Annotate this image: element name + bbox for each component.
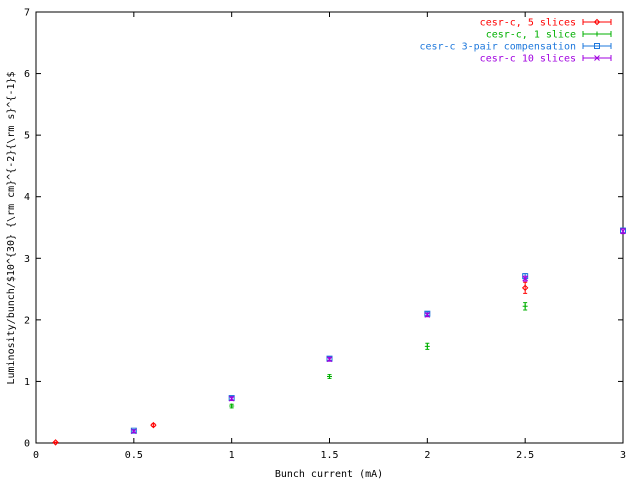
legend-label: cesr-c 3-pair compensation xyxy=(419,42,576,53)
x-tick-label: 1 xyxy=(229,450,235,461)
data-layer xyxy=(52,227,626,446)
y-tick-label: 0 xyxy=(24,439,30,450)
legend-line xyxy=(582,19,612,25)
y-tick-label: 2 xyxy=(24,315,30,326)
x-tick-label: 2 xyxy=(424,450,430,461)
y-tick-label: 1 xyxy=(24,377,30,388)
legend-label: cesr-c 10 slices xyxy=(480,54,576,65)
series-4 xyxy=(130,228,626,435)
y-tick-label: 6 xyxy=(24,69,30,80)
legend-line xyxy=(582,43,612,49)
y-tick-label: 7 xyxy=(24,8,30,19)
data-point xyxy=(229,403,235,409)
data-point xyxy=(52,439,59,446)
y-tick-label: 5 xyxy=(24,131,30,142)
x-tick-label: 3 xyxy=(620,450,626,461)
legend-label: cesr-c, 1 slice xyxy=(486,30,576,41)
y-axis-label: Luminosity/bunch/$10^{30} {\rm cm}^{-2}{… xyxy=(6,71,17,384)
legend-marker xyxy=(593,18,601,26)
data-point xyxy=(130,428,137,435)
x-tick-label: 1.5 xyxy=(320,450,338,461)
legend-marker xyxy=(594,31,600,37)
legend-label: cesr-c, 5 slices xyxy=(480,18,576,29)
x-tick-label: 0.5 xyxy=(125,450,143,461)
error-bar xyxy=(53,441,58,444)
x-tick-label: 2.5 xyxy=(516,450,534,461)
data-point xyxy=(522,275,529,282)
error-bar xyxy=(523,281,528,294)
x-tick-label: 0 xyxy=(33,450,39,461)
data-point xyxy=(522,303,528,309)
data-point xyxy=(620,228,626,235)
y-tick-label: 3 xyxy=(24,254,30,265)
data-point xyxy=(327,374,332,380)
series-1 xyxy=(52,281,529,446)
data-point xyxy=(326,356,333,363)
data-point xyxy=(521,284,529,292)
axes-layer: 0 0.5 1 1.5 2 2.5 3 0 1 2 3 4 5 6 7 xyxy=(24,8,626,462)
y-tick-label: 4 xyxy=(24,192,30,203)
data-point xyxy=(130,427,137,434)
x-axis-label: Bunch current (mA) xyxy=(275,469,383,480)
data-point xyxy=(150,421,157,429)
data-point xyxy=(424,343,430,349)
data-point xyxy=(424,312,431,318)
series-2 xyxy=(229,302,528,409)
data-point xyxy=(228,395,235,402)
legend-marker xyxy=(594,43,600,49)
legend-marker xyxy=(594,55,600,61)
